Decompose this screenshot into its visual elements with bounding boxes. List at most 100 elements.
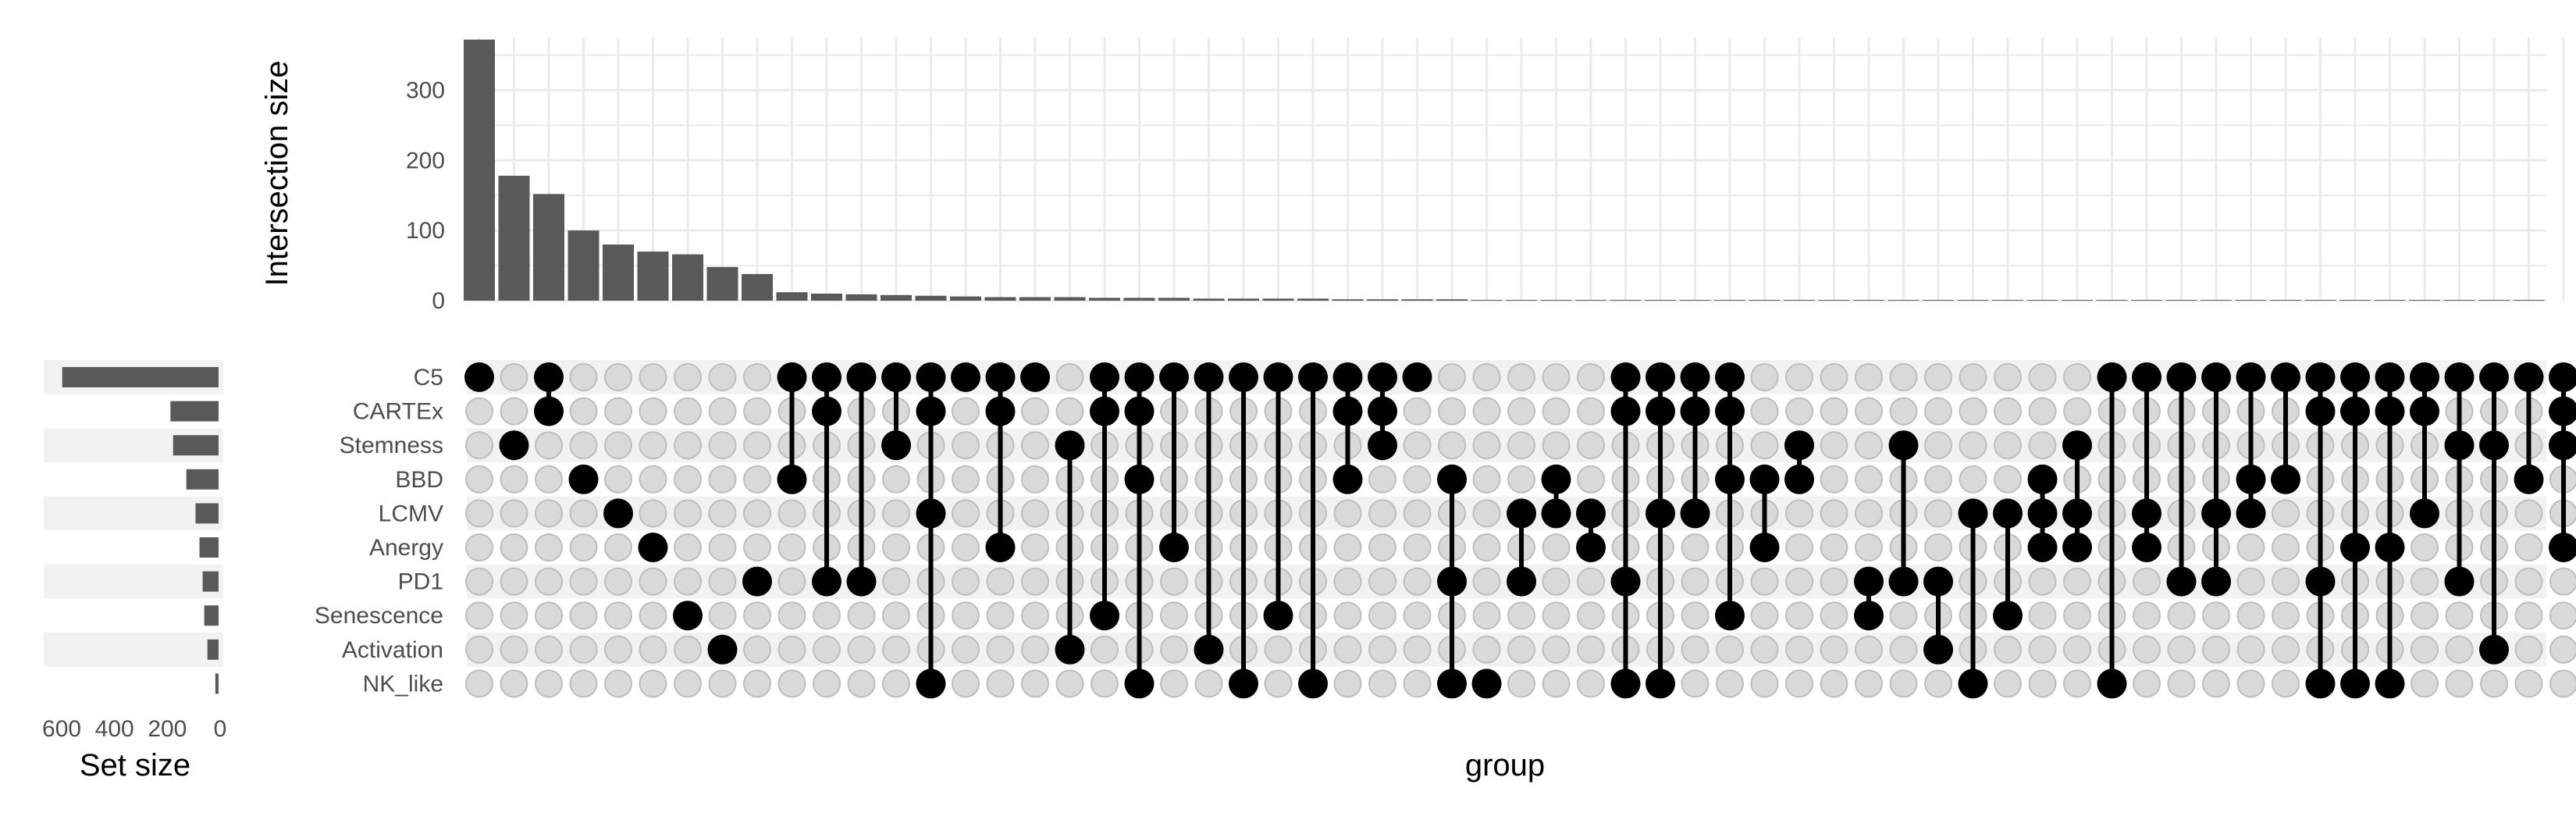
matrix-dot-inactive xyxy=(1750,397,1779,426)
matrix-dot-inactive xyxy=(639,567,667,596)
matrix-dot-active xyxy=(1715,601,1745,631)
intersection-bar xyxy=(776,292,808,301)
matrix-dot-inactive xyxy=(1472,533,1501,562)
matrix-dot-active xyxy=(2410,362,2439,392)
matrix-dot-active xyxy=(1680,362,1710,392)
matrix-dot-active xyxy=(1507,566,1536,597)
matrix-dot-inactive xyxy=(2236,635,2265,664)
matrix-dot-inactive xyxy=(1994,635,2022,664)
matrix-dot-inactive xyxy=(1368,635,1397,664)
matrix-dot-inactive xyxy=(1924,431,1952,460)
set-size-axis-title: Set size xyxy=(80,748,190,783)
matrix-dot-inactive xyxy=(639,431,667,460)
matrix-dot-inactive xyxy=(674,499,702,528)
matrix-dot-active xyxy=(2514,362,2544,392)
matrix-dot-inactive xyxy=(1333,635,1362,664)
matrix-dot-active xyxy=(1784,464,1814,494)
matrix-dot-inactive xyxy=(2236,669,2265,698)
matrix-dot-inactive xyxy=(1542,431,1571,460)
matrix-dot-active xyxy=(1715,362,1745,392)
matrix-dot-inactive xyxy=(2272,533,2300,562)
matrix-dot-active xyxy=(812,566,841,597)
matrix-dot-inactive xyxy=(882,533,910,562)
intersection-bar xyxy=(637,251,669,301)
matrix-dot-inactive xyxy=(465,397,493,426)
matrix-dot-inactive xyxy=(500,533,528,562)
matrix-dot-inactive xyxy=(2167,601,2196,630)
matrix-dot-active xyxy=(2027,464,2058,494)
matrix-dot-inactive xyxy=(1160,601,1188,630)
matrix-dot-active xyxy=(1437,668,1467,699)
matrix-dot-inactive xyxy=(2411,567,2439,596)
matrix-dot-active xyxy=(1055,430,1085,461)
matrix-dot-inactive xyxy=(1368,533,1397,562)
matrix-dot-inactive xyxy=(1542,635,1571,664)
matrix-dot-active xyxy=(1194,634,1224,665)
matrix-dot-inactive xyxy=(2445,601,2474,630)
matrix-dot-inactive xyxy=(2480,669,2508,698)
intersection-bar xyxy=(1749,300,1781,301)
matrix-dot-active xyxy=(1090,601,1119,631)
matrix-dot-active xyxy=(2410,498,2439,529)
matrix-dot-active xyxy=(534,362,564,392)
matrix-dot-inactive xyxy=(569,567,598,596)
matrix-dot-inactive xyxy=(2133,635,2161,664)
matrix-dot-inactive xyxy=(1785,533,1813,562)
matrix-dot-active xyxy=(881,430,911,461)
matrix-dot-inactive xyxy=(1368,465,1397,494)
matrix-dot-inactive xyxy=(1820,533,1848,562)
matrix-dot-inactive xyxy=(1542,397,1571,426)
matrix-dot-inactive xyxy=(813,601,841,630)
matrix-dot-active xyxy=(1610,668,1641,699)
matrix-dot-inactive xyxy=(882,499,910,528)
matrix-dot-inactive xyxy=(500,669,528,698)
matrix-dot-inactive xyxy=(569,533,598,562)
matrix-dot-active xyxy=(1610,362,1641,392)
matrix-dot-inactive xyxy=(952,669,980,698)
matrix-dot-inactive xyxy=(1820,567,1848,596)
matrix-dot-inactive xyxy=(882,635,910,664)
set-size-bar xyxy=(199,537,219,558)
matrix-dot-inactive xyxy=(639,669,667,698)
matrix-dot-active xyxy=(1263,601,1293,631)
matrix-dot-inactive xyxy=(1889,363,1918,391)
matrix-dot-inactive xyxy=(1403,567,1432,596)
matrix-dot-inactive xyxy=(1785,397,1813,426)
matrix-dot-inactive xyxy=(1438,431,1466,460)
matrix-dot-active xyxy=(1888,430,1919,461)
intersection-bar xyxy=(2026,300,2058,301)
matrix-dot-inactive xyxy=(777,669,806,698)
matrix-dot-inactive xyxy=(1021,533,1049,562)
matrix-dot-active xyxy=(1680,396,1710,426)
matrix-dot-inactive xyxy=(639,601,667,630)
matrix-dot-inactive xyxy=(1403,431,1432,460)
matrix-dot-inactive xyxy=(1750,567,1779,596)
matrix-dot-active xyxy=(916,396,946,426)
matrix-dot-inactive xyxy=(1403,669,1432,698)
matrix-dot-inactive xyxy=(465,499,493,528)
matrix-dot-inactive xyxy=(535,533,563,562)
matrix-dot-inactive xyxy=(1403,465,1432,494)
matrix-dot-active xyxy=(2132,498,2161,529)
matrix-dot-active xyxy=(1124,464,1155,494)
intersection-bar xyxy=(2165,300,2197,301)
set-row-stripe xyxy=(44,633,223,667)
matrix-dot-inactive xyxy=(1750,669,1779,698)
matrix-dot-inactive xyxy=(743,669,771,698)
matrix-dot-active xyxy=(2375,396,2405,426)
matrix-dot-inactive xyxy=(1507,465,1535,494)
matrix-dot-inactive xyxy=(1750,431,1779,460)
matrix-dot-inactive xyxy=(2028,431,2057,460)
matrix-dot-inactive xyxy=(1994,431,2022,460)
intersection-bar xyxy=(1645,300,1676,301)
matrix-dot-inactive xyxy=(535,635,563,664)
matrix-dot-active xyxy=(1507,498,1536,529)
matrix-dot-inactive xyxy=(465,669,493,698)
matrix-dot-inactive xyxy=(2063,635,2091,664)
matrix-dot-inactive xyxy=(986,567,1015,596)
matrix-dot-inactive xyxy=(1438,397,1466,426)
y-tick-label: 200 xyxy=(406,148,445,173)
intersection-bar xyxy=(1610,300,1642,301)
matrix-dot-inactive xyxy=(1820,601,1848,630)
matrix-dot-inactive xyxy=(1924,363,1952,391)
